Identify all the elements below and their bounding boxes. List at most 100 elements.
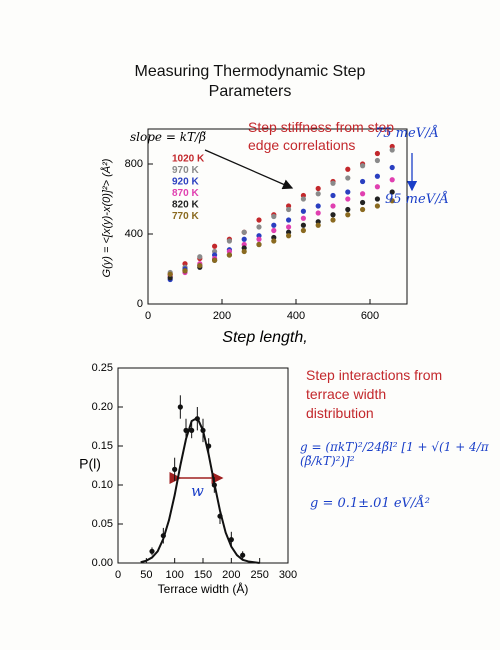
point xyxy=(241,229,247,235)
x-tick-label: 400 xyxy=(287,310,305,322)
point xyxy=(256,236,262,242)
point xyxy=(300,227,306,234)
x-tick-label: 0 xyxy=(145,310,151,322)
point xyxy=(271,222,277,228)
x-tick-label: 200 xyxy=(213,310,231,322)
point xyxy=(330,217,336,223)
point xyxy=(330,203,336,209)
y-tick-label: 0.05 xyxy=(92,518,113,530)
point xyxy=(167,271,173,277)
point xyxy=(177,404,183,410)
point xyxy=(315,222,321,228)
plot-frame xyxy=(117,367,289,564)
point xyxy=(360,178,366,185)
point xyxy=(330,212,336,218)
point xyxy=(360,163,366,169)
point xyxy=(182,268,188,274)
plot-frame xyxy=(147,128,408,305)
point xyxy=(286,217,292,223)
y-tick-label: 0.15 xyxy=(92,440,113,452)
point xyxy=(389,189,395,195)
point xyxy=(226,252,232,258)
point xyxy=(389,177,395,183)
point xyxy=(194,416,200,422)
point xyxy=(256,224,262,230)
point xyxy=(241,248,247,255)
legend-entry: 970 K xyxy=(172,165,199,176)
point xyxy=(360,199,366,206)
point xyxy=(197,254,203,260)
y-tick-label: 0 xyxy=(137,298,143,310)
y-tick-label: 400 xyxy=(125,228,143,240)
point xyxy=(271,227,277,234)
y-tick-label: 0.00 xyxy=(92,557,113,569)
point xyxy=(315,210,321,216)
point xyxy=(300,208,306,214)
annotation: w xyxy=(191,482,204,500)
slope-arrow xyxy=(204,149,294,190)
point xyxy=(374,203,380,209)
point xyxy=(315,203,321,209)
annotation: Step interactions from terrace width dis… xyxy=(306,367,443,421)
legend-entry: 870 K xyxy=(172,188,199,199)
chart-title: Measuring Thermodynamic Step Parameters xyxy=(134,63,366,100)
legend-entry: 820 K xyxy=(172,200,199,211)
x-tick-label: 250 xyxy=(250,569,268,581)
point xyxy=(300,215,306,221)
point xyxy=(389,198,395,204)
point xyxy=(256,217,262,223)
annotation: Step stiffness from step edge correlatio… xyxy=(248,119,395,153)
fit-curve xyxy=(140,416,260,564)
point xyxy=(345,189,351,195)
point xyxy=(200,427,206,433)
point xyxy=(300,222,306,228)
y-axis-label: P(l) xyxy=(79,456,101,472)
point xyxy=(389,147,395,153)
x-tick-label: 100 xyxy=(165,569,183,581)
point xyxy=(345,196,351,202)
point xyxy=(240,552,246,558)
point xyxy=(345,212,351,218)
point xyxy=(271,213,277,220)
point xyxy=(286,224,292,230)
point xyxy=(189,427,195,433)
legend-entry: 920 K xyxy=(172,177,199,188)
x-tick-label: 50 xyxy=(140,569,152,581)
point xyxy=(212,257,218,263)
point xyxy=(360,191,366,197)
point xyxy=(374,173,380,179)
x-tick-label: 600 xyxy=(361,310,379,322)
point xyxy=(228,537,234,543)
point xyxy=(345,206,351,213)
y-tick-label: 0.20 xyxy=(92,401,113,413)
legend-entry: 770 K xyxy=(172,211,199,222)
y-tick-label: 0.10 xyxy=(92,479,113,491)
legend-entry: 1020 K xyxy=(172,154,205,165)
point xyxy=(149,548,155,554)
point xyxy=(315,185,321,192)
point xyxy=(389,164,395,171)
y-axis-label: G(y) = <[x(y)-x(0)]²> (Å²) xyxy=(100,158,113,277)
point xyxy=(330,180,336,186)
annotation: 95 meV/Å xyxy=(385,192,449,207)
point xyxy=(286,233,292,239)
x-tick-label: 200 xyxy=(222,569,240,581)
point xyxy=(256,241,262,248)
x-tick-label: 300 xyxy=(279,569,297,581)
point xyxy=(271,238,277,244)
point xyxy=(374,157,380,164)
x-axis-label: Terrace width (Å) xyxy=(158,581,249,596)
point xyxy=(360,206,366,213)
point xyxy=(206,443,212,449)
point xyxy=(345,175,351,181)
point xyxy=(217,513,223,519)
point xyxy=(160,533,166,539)
point xyxy=(172,466,178,472)
point xyxy=(183,427,189,433)
point xyxy=(197,262,203,269)
point xyxy=(300,196,306,202)
point xyxy=(226,238,232,244)
x-tick-label: 150 xyxy=(194,569,212,581)
